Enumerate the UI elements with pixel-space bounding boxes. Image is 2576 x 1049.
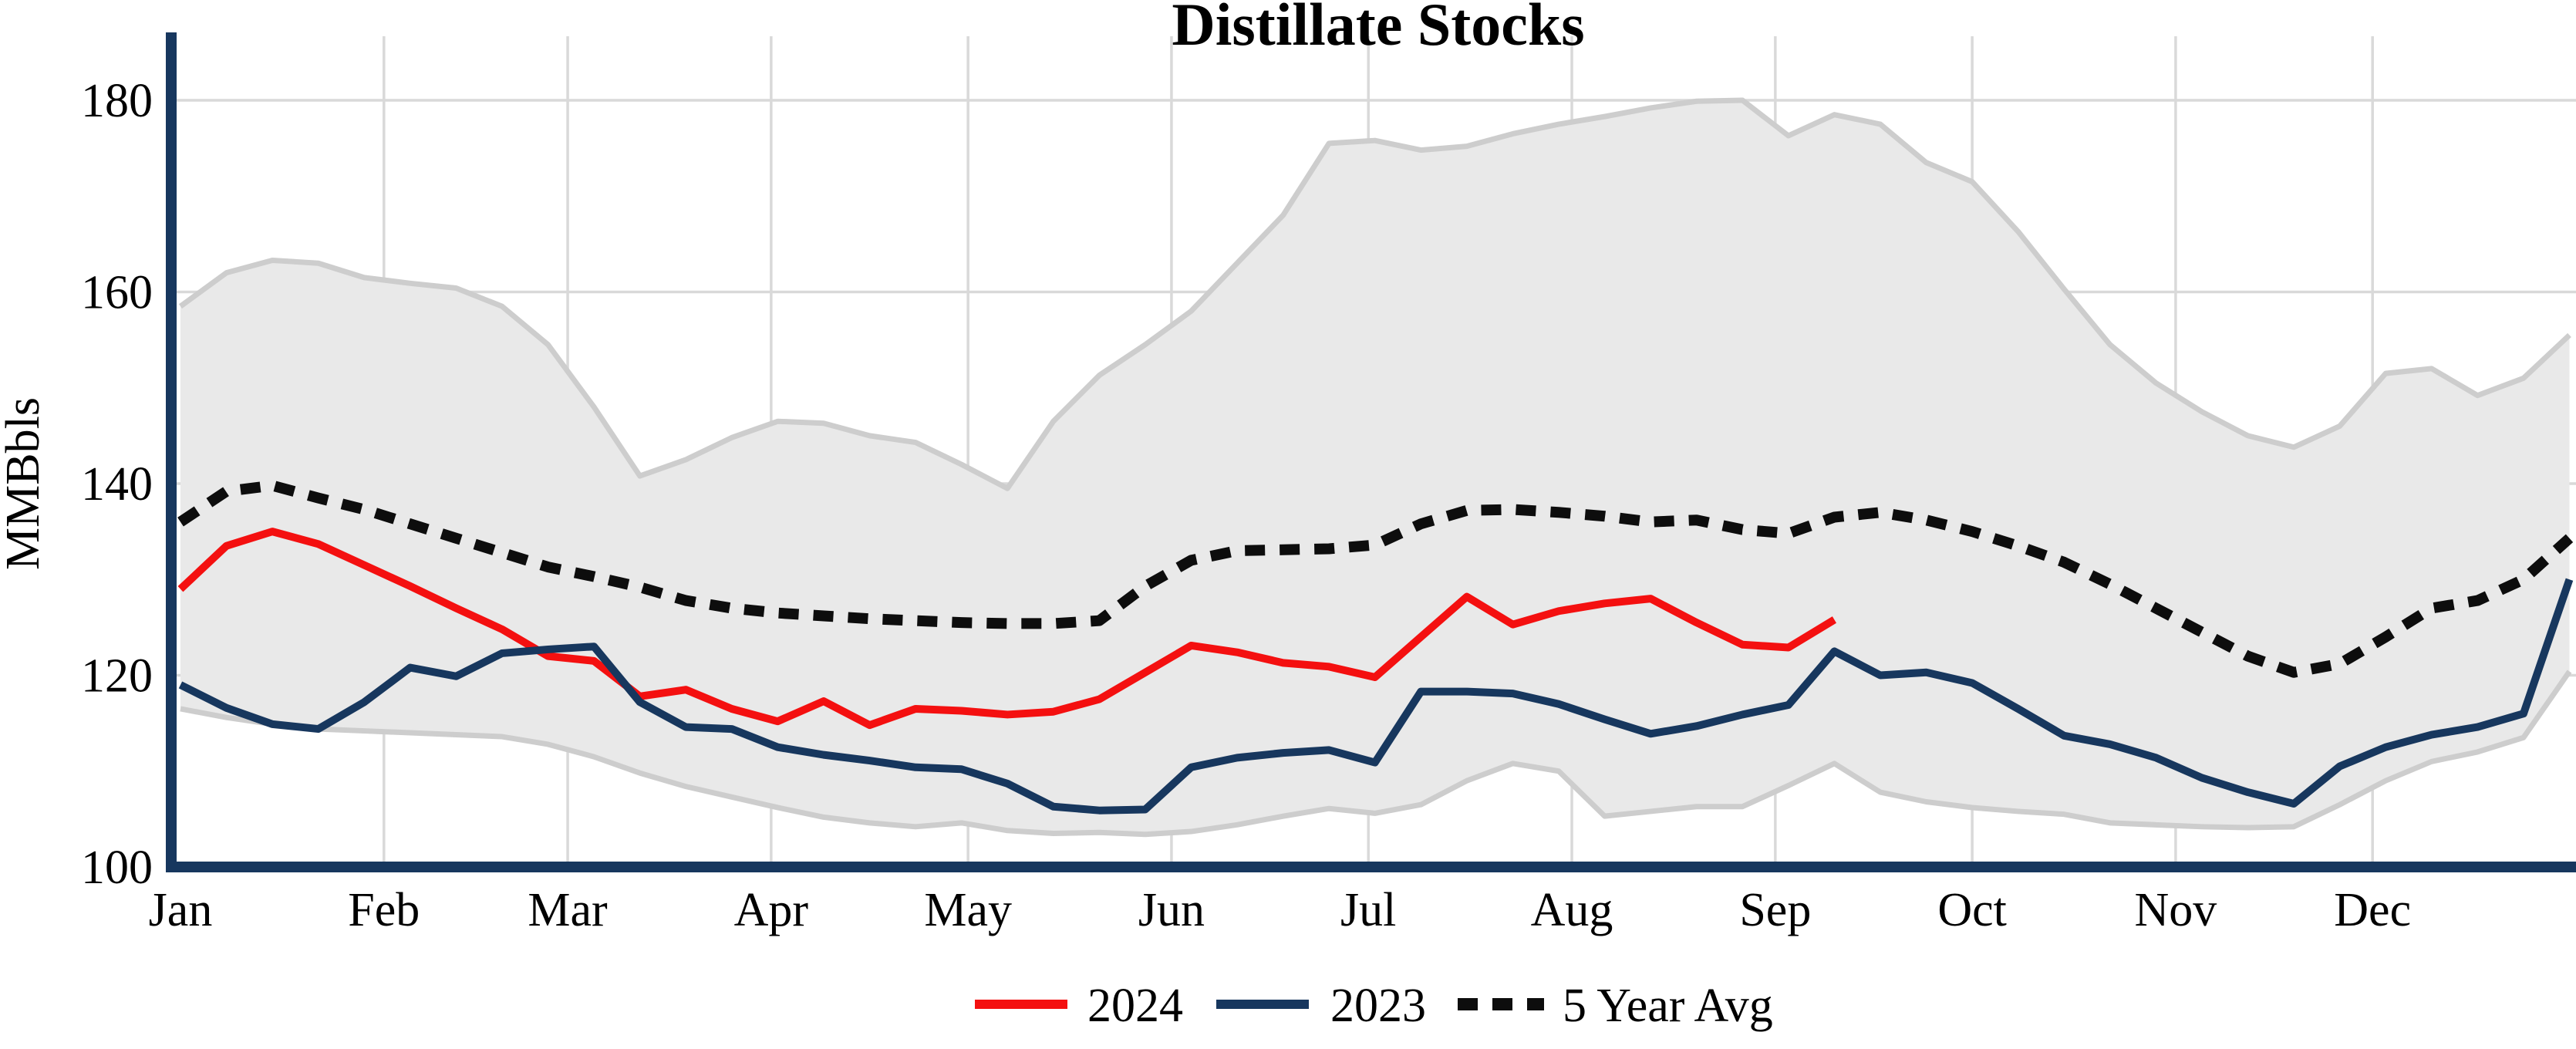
x-tick-label-aug: Aug bbox=[1531, 884, 1613, 936]
y-tick-label-120: 120 bbox=[81, 650, 153, 703]
x-tick-label-apr: Apr bbox=[734, 884, 809, 936]
line-2024 bbox=[177, 528, 1837, 730]
x-tick-label-dec: Dec bbox=[2334, 884, 2411, 936]
y-tick-label-140: 140 bbox=[81, 458, 153, 511]
five-year-range-lower-edge bbox=[180, 670, 2572, 838]
x-tick-label-mar: Mar bbox=[528, 884, 608, 936]
x-tick-label-sep: Sep bbox=[1739, 884, 1811, 936]
y-axis-spine bbox=[166, 32, 177, 872]
line-2023 bbox=[178, 578, 2574, 815]
legend-label-2023: 2023 bbox=[1330, 980, 1426, 1032]
x-tick-label-feb: Feb bbox=[348, 884, 420, 936]
x-tick-label-jun: Jun bbox=[1138, 884, 1205, 936]
y-axis-label: MMBbls bbox=[0, 397, 49, 570]
x-tick-label-oct: Oct bbox=[1937, 884, 2007, 936]
x-axis-spine bbox=[166, 862, 2576, 872]
axis-tick-labels: 100 120 140 160 180 Jan Feb Mar Apr May Jun Jul Aug S… bbox=[81, 75, 2411, 936]
axis-spines bbox=[166, 32, 2576, 872]
legend-label-5yr-avg: 5 Year Avg bbox=[1563, 980, 1773, 1032]
five-year-range-upper-edge bbox=[178, 97, 2571, 491]
legend-label-2024: 2024 bbox=[1087, 980, 1183, 1032]
data-series bbox=[177, 480, 2574, 815]
x-tick-label-jul: Jul bbox=[1340, 884, 1396, 936]
five-year-range-fill bbox=[180, 100, 2570, 835]
x-tick-label-jan: Jan bbox=[149, 884, 213, 936]
x-tick-label-nov: Nov bbox=[2135, 884, 2217, 936]
chart-title: Distillate Stocks bbox=[1172, 0, 1584, 58]
x-tick-label-may: May bbox=[924, 884, 1012, 936]
y-tick-label-180: 180 bbox=[81, 75, 153, 127]
y-tick-label-160: 160 bbox=[81, 267, 153, 319]
five-year-range-band bbox=[178, 97, 2572, 838]
y-tick-label-100: 100 bbox=[81, 842, 153, 894]
line-5-year-avg bbox=[177, 480, 2574, 678]
legend: 2024 2023 5 Year Avg bbox=[975, 980, 1773, 1032]
